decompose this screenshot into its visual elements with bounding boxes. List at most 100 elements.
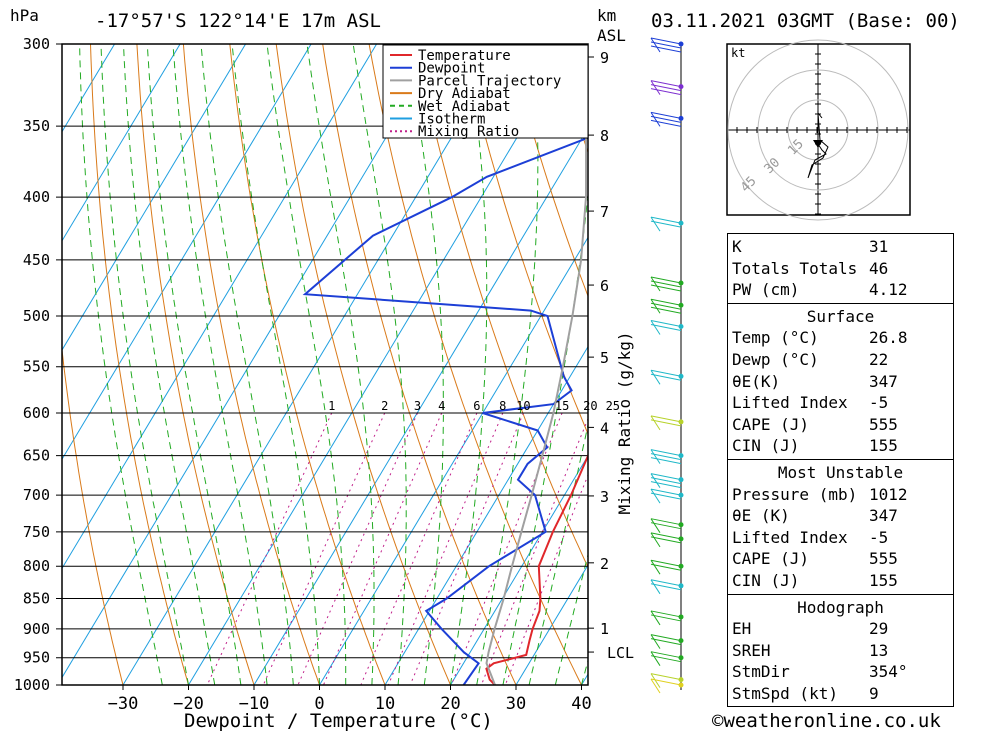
index-label: θE(K) — [732, 371, 781, 391]
legend-entry: Dry Adiabat — [418, 86, 511, 102]
km-tick-label: 5 — [600, 349, 609, 367]
wind-barb — [650, 216, 682, 224]
wind-barb — [650, 579, 682, 587]
mixing-ratio-label: 15 — [555, 399, 569, 413]
indices-panel: K 31 Totals Totals 46 PW (cm) 4.12 Surface Te… — [727, 233, 954, 708]
pressure-tick-label: 400 — [23, 188, 50, 206]
wind-barb-shaft — [650, 518, 661, 533]
wind-barb — [650, 324, 682, 331]
mixing-ratio-line — [504, 473, 588, 685]
pressure-tick-label: 1000 — [14, 676, 50, 694]
wind-barb-shaft — [650, 634, 661, 649]
wind-barb-shaft — [650, 651, 661, 666]
km-tick-label: 8 — [600, 127, 609, 145]
x-tick-label: 0 — [314, 694, 324, 714]
wind-barb — [650, 614, 682, 622]
legend-entry: Dewpoint — [418, 61, 485, 77]
hodograph-unit: kt — [731, 46, 745, 60]
wet-adiabat-line — [528, 422, 588, 685]
index-label: θE (K) — [732, 506, 790, 526]
wind-barb — [650, 45, 682, 53]
wind-barb-shaft — [650, 415, 661, 431]
pressure-tick-label: 300 — [23, 35, 50, 53]
wet-adiabat-line — [79, 44, 163, 685]
isotherm-line — [62, 44, 247, 351]
index-row: CIN (J) 155 — [732, 570, 949, 592]
index-value: 555 — [869, 549, 898, 569]
wind-barb — [650, 563, 682, 571]
location-title: -17°57'S 122°14'E 17m ASL — [95, 10, 381, 32]
wind-barb — [650, 559, 682, 567]
index-value: 155 — [869, 570, 898, 590]
index-row: Lifted Index -5 — [732, 392, 949, 414]
mixing-ratio-axis-label: Mixing Ratio (g/kg) — [615, 331, 634, 514]
wind-barb — [650, 220, 682, 228]
plot-frame — [61, 43, 589, 686]
isotherm-line — [319, 236, 588, 685]
mixing-ratio-line — [262, 412, 386, 685]
wind-barb — [650, 651, 682, 659]
datetime: 03.11.2021 03GMT (Base: 00) — [651, 10, 960, 32]
wind-barb — [650, 276, 682, 284]
index-label: SREH — [732, 640, 771, 660]
index-value: 29 — [869, 619, 889, 639]
index-label: EH — [732, 619, 752, 639]
index-row: θE(K) 347 — [732, 371, 949, 393]
dry-adiabat-line — [973, 44, 1000, 685]
isotherm-line — [384, 345, 588, 685]
pressure-tick-label: 450 — [23, 251, 50, 269]
km-tick-label: 3 — [600, 488, 609, 506]
mixing-ratio-label: 1 — [328, 399, 335, 413]
pressure-tick-label: 750 — [23, 523, 50, 541]
wind-barb — [650, 536, 682, 544]
wind-barb-shaft — [650, 488, 661, 504]
index-row: CAPE (J) 555 — [732, 548, 949, 570]
pressure-tick-label: 600 — [23, 404, 50, 422]
index-row: K 31 — [732, 236, 949, 258]
dry-adiabat-line — [136, 44, 255, 685]
wind-barb — [650, 532, 682, 540]
index-label: CAPE (J) — [732, 414, 810, 434]
index-row: Lifted Index -5 — [732, 527, 949, 549]
index-label: StmSpd (kt) — [732, 683, 838, 703]
pressure-tick-label: 900 — [23, 620, 50, 638]
wind-barb — [650, 280, 682, 288]
pressure-tick-label: 650 — [23, 447, 50, 465]
pressure-tick-label: 550 — [23, 358, 50, 376]
mixing-ratio-label: 25 — [606, 399, 620, 413]
index-label: CAPE (J) — [732, 549, 810, 569]
x-tick-label: 20 — [440, 694, 460, 714]
wind-barb-shaft — [650, 80, 661, 95]
mixing-ratio-label: 3 — [414, 399, 421, 413]
index-value: 347 — [869, 506, 898, 526]
isotherm-line — [450, 454, 588, 685]
wind-barb-shaft — [650, 112, 661, 127]
index-value: 22 — [869, 349, 889, 369]
wet-adiabat-line — [306, 44, 375, 685]
index-value: 31 — [869, 237, 889, 256]
index-row: StmSpd (kt) 9 — [732, 683, 949, 705]
mixing-ratio-label: 4 — [438, 399, 445, 413]
pressure-tick-label: 500 — [23, 307, 50, 325]
asl-label: ASL — [597, 26, 626, 45]
isotherm-line — [62, 44, 443, 679]
mixing-ratio-line — [206, 412, 333, 685]
wind-barb — [650, 306, 682, 314]
pressure-tick-label: 950 — [23, 649, 50, 667]
wind-barb — [650, 457, 682, 465]
mixing-ratio-line — [409, 412, 524, 685]
km-tick-label: 4 — [600, 419, 609, 437]
wind-barb — [650, 492, 682, 500]
most-unstable-indices: Most Unstable Pressure (mb) 1012 θE (K) 347… — [727, 458, 954, 595]
wind-barb — [650, 369, 682, 377]
mixing-ratio-line — [297, 412, 418, 685]
temperature-profile — [485, 452, 588, 685]
wind-barb — [650, 37, 682, 45]
index-label: PW (cm) — [732, 280, 800, 300]
index-label: CIN (J) — [732, 570, 800, 590]
index-value: 26.8 — [869, 328, 908, 348]
wind-barb-shaft — [650, 320, 661, 335]
wet-adiabat-line — [352, 44, 407, 685]
